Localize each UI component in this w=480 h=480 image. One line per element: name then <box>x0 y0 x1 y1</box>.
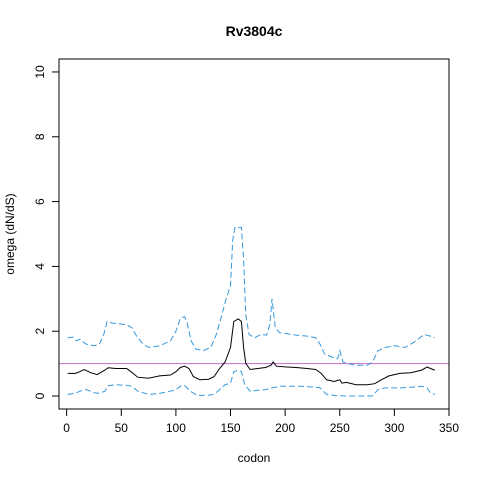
x-tick-label-3: 150 <box>220 421 240 435</box>
x-tick-label-1: 50 <box>115 421 129 435</box>
y-tick-label-0: 0 <box>33 392 47 399</box>
y-tick-label-3: 6 <box>33 198 47 205</box>
series-line-2 <box>67 369 435 397</box>
x-tick-label-6: 300 <box>384 421 404 435</box>
x-tick-label-7: 350 <box>439 421 459 435</box>
y-axis-label: omega (dN/dS) <box>3 193 17 274</box>
x-axis-label: codon <box>238 451 271 465</box>
y-tick-label-2: 4 <box>33 263 47 270</box>
y-tick-label-5: 10 <box>33 65 47 79</box>
y-tick-label-4: 8 <box>33 133 47 140</box>
chart-title: Rv3804c <box>226 23 283 39</box>
series-line-1 <box>67 227 435 366</box>
x-tick-label-4: 200 <box>275 421 295 435</box>
x-tick-label-2: 100 <box>166 421 186 435</box>
series-line-0 <box>67 318 435 386</box>
series-layer <box>59 227 449 397</box>
y-tick-label-1: 2 <box>33 328 47 335</box>
x-tick-label-5: 250 <box>330 421 350 435</box>
plot-frame <box>58 58 450 410</box>
x-tick-label-0: 0 <box>63 421 70 435</box>
